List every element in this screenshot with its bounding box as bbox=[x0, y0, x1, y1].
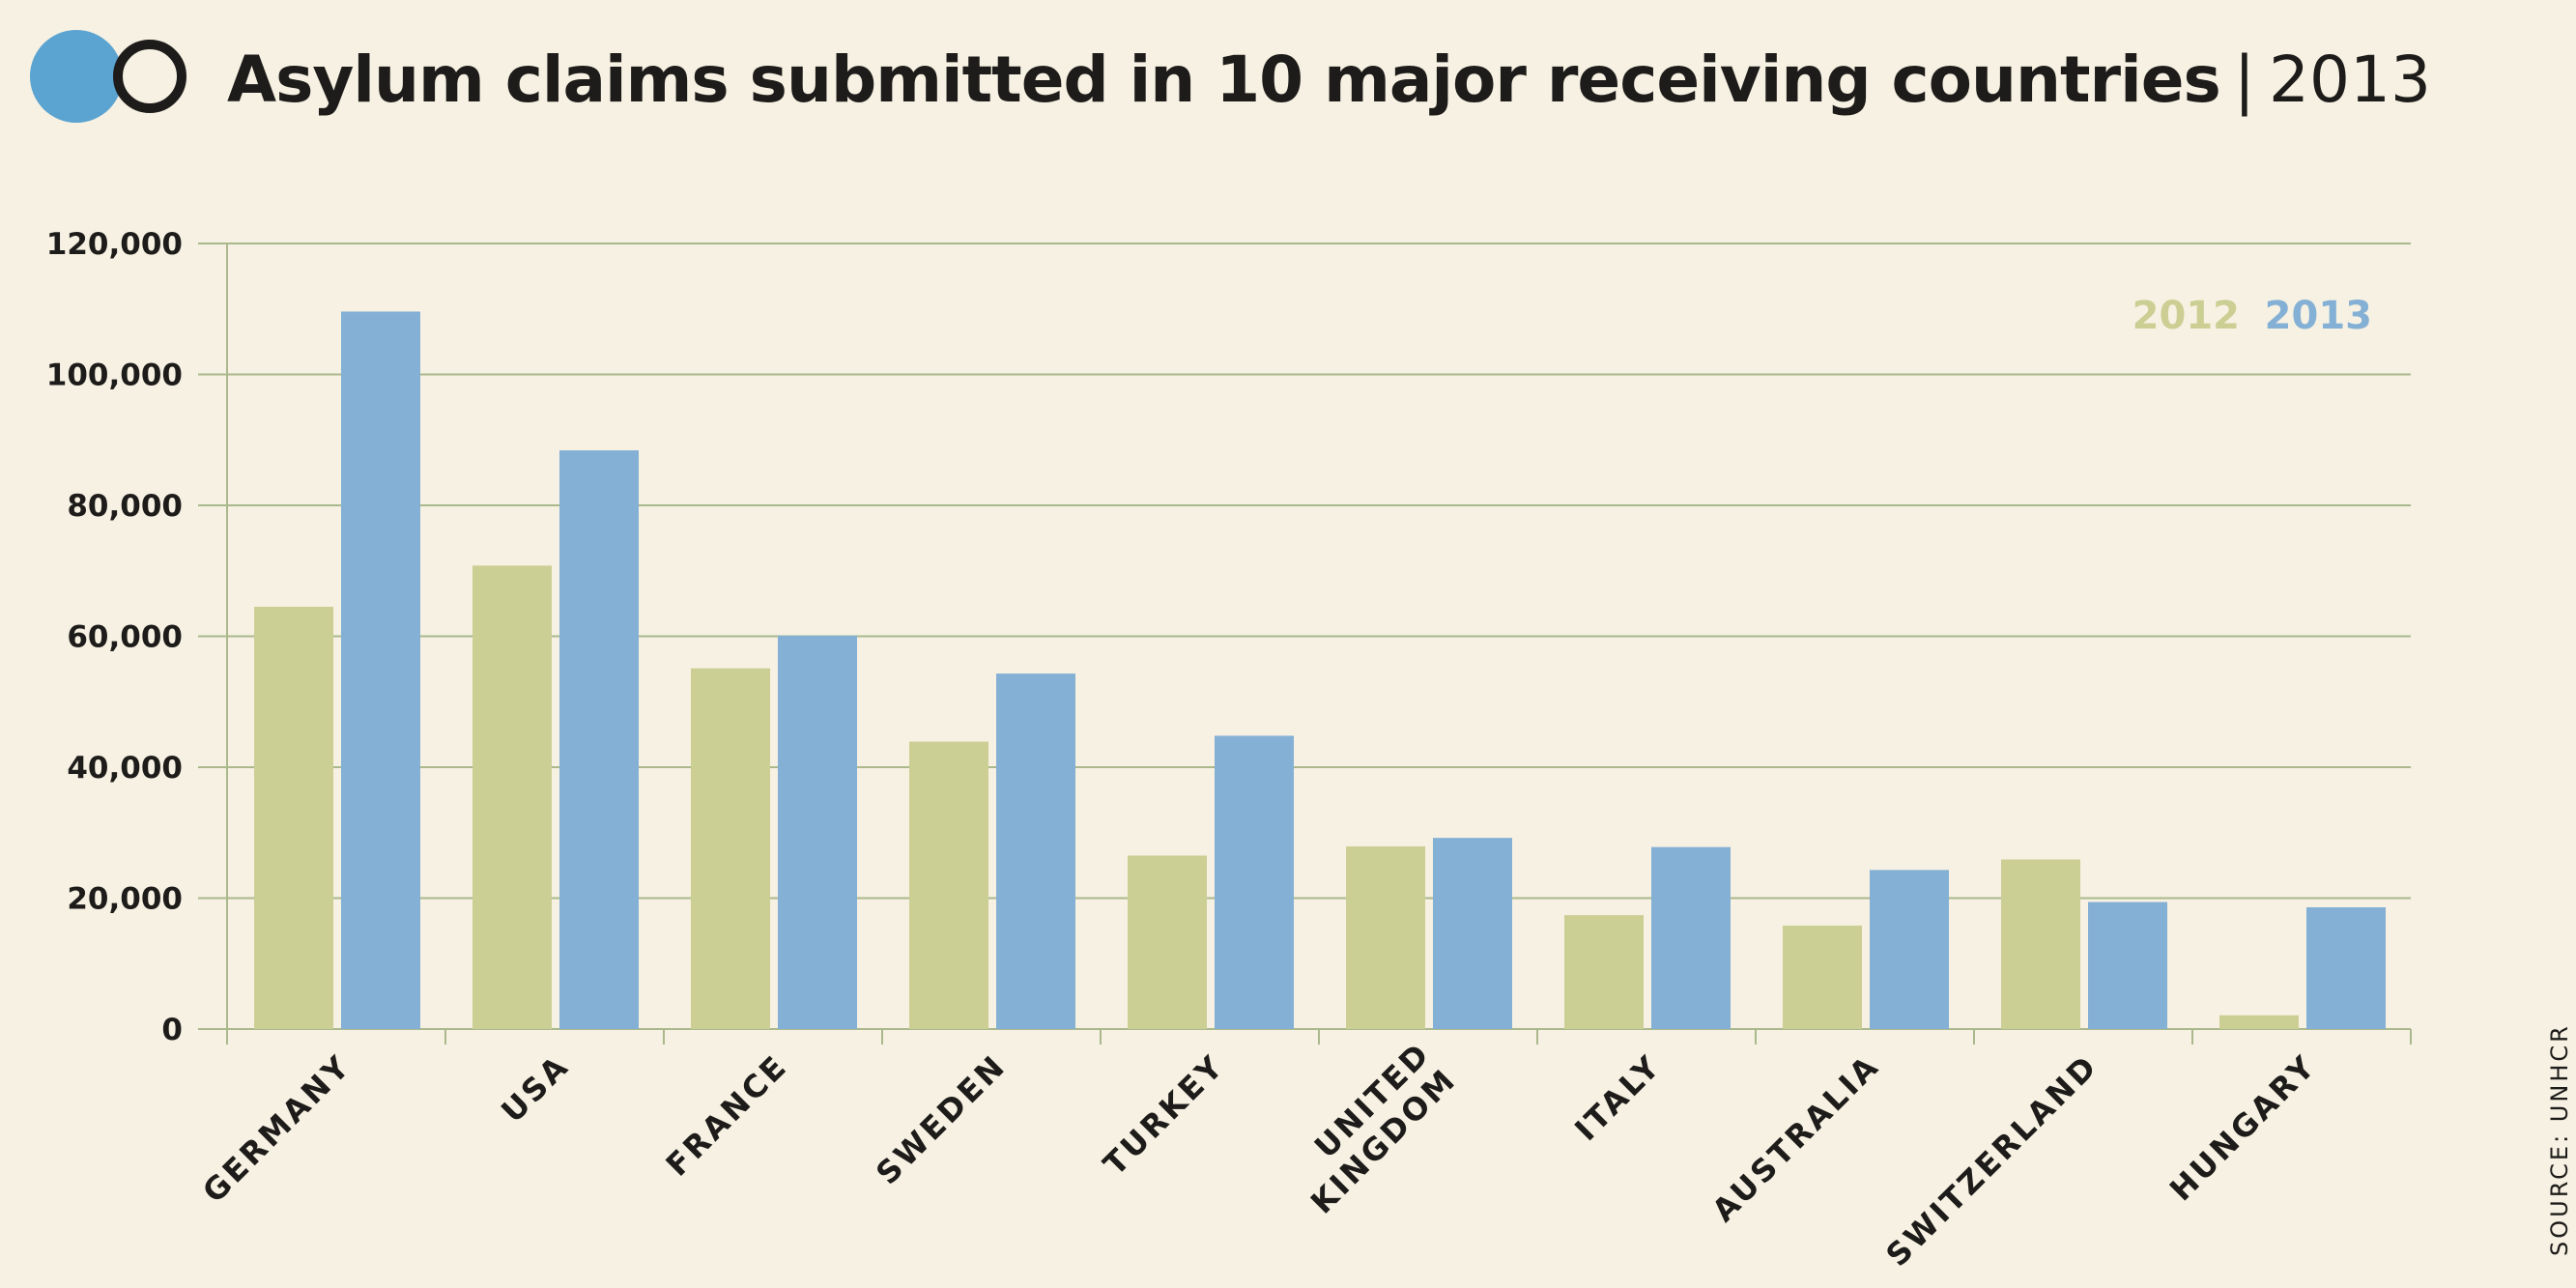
bar-2013-france bbox=[778, 635, 857, 1029]
x-tick-label: FRANCE bbox=[659, 1047, 795, 1184]
y-tick-label: 100,000 bbox=[46, 358, 183, 393]
x-tick-label: USA bbox=[494, 1047, 576, 1130]
bar-2013-hungary bbox=[2306, 906, 2386, 1029]
page-title: Asylum claims submitted in 10 major rece… bbox=[227, 37, 2431, 124]
bar-2012-australia bbox=[1783, 925, 1862, 1029]
chart-axes bbox=[226, 243, 2412, 1045]
bar-2012-turkey bbox=[1128, 855, 1207, 1029]
logo-filled-circle bbox=[30, 30, 123, 123]
bar-2012-switzerland bbox=[2001, 859, 2080, 1029]
bar-2013-usa bbox=[559, 450, 639, 1030]
y-tick-label: 40,000 bbox=[67, 751, 183, 786]
y-tick-label: 60,000 bbox=[67, 620, 183, 655]
two-circles-logo-icon bbox=[30, 30, 186, 123]
legend-2013: 2013 bbox=[2265, 294, 2372, 338]
chart-bars bbox=[254, 311, 2386, 1030]
x-tick-label: AUSTRALIA bbox=[1704, 1047, 1886, 1229]
bar-2012-germany bbox=[254, 607, 333, 1029]
title-separator: | bbox=[2233, 43, 2256, 117]
bar-2013-switzerland bbox=[2088, 902, 2167, 1029]
bar-2012-hungary bbox=[2219, 1015, 2299, 1029]
bar-2012-france bbox=[691, 668, 770, 1029]
bar-2013-turkey bbox=[1215, 735, 1294, 1029]
x-tick-label: HUNGARY bbox=[2162, 1047, 2324, 1209]
x-tick-label: GERMANY bbox=[195, 1047, 358, 1211]
y-tick-label: 20,000 bbox=[67, 882, 183, 917]
source-note: SOURCE: UNHCR bbox=[2546, 1023, 2573, 1256]
x-axis-labels: GERMANY USA FRANCE SWEDEN TURKEY UNITEDKINGDO… bbox=[195, 1035, 2324, 1274]
bar-2012-italy bbox=[1564, 915, 1644, 1029]
x-tick-label: TURKEY bbox=[1096, 1047, 1231, 1183]
bar-2013-italy bbox=[1651, 846, 1731, 1029]
x-tick-label: UNITEDKINGDOM bbox=[1277, 1035, 1464, 1221]
title-text: Asylum claims submitted in 10 major rece… bbox=[227, 43, 2221, 117]
y-axis-labels: 0 20,000 40,000 60,000 80,000 100,000 120,000 bbox=[46, 227, 183, 1047]
bar-2013-germany bbox=[341, 311, 420, 1030]
bar-2012-sweden bbox=[909, 741, 988, 1029]
x-tick-label: SWEDEN bbox=[869, 1047, 1013, 1191]
bar-2012-usa bbox=[472, 565, 552, 1029]
x-tick-label: SWITZERLAND bbox=[1878, 1047, 2104, 1274]
bar-2013-australia bbox=[1870, 870, 1949, 1029]
bar-2013-united-kingdom bbox=[1433, 838, 1512, 1029]
logo-outline-circle bbox=[113, 40, 186, 113]
y-tick-label: 0 bbox=[161, 1013, 183, 1047]
bar-2012-united-kingdom bbox=[1346, 845, 1425, 1029]
bar-2013-sweden bbox=[996, 673, 1075, 1029]
y-tick-label: 120,000 bbox=[46, 227, 183, 262]
chart-legend: 2012 2013 bbox=[2132, 294, 2372, 338]
x-tick-label: ITALY bbox=[1567, 1047, 1668, 1148]
legend-2012: 2012 bbox=[2132, 294, 2240, 338]
y-tick-label: 80,000 bbox=[67, 489, 183, 524]
title-year: 2013 bbox=[2269, 43, 2431, 117]
